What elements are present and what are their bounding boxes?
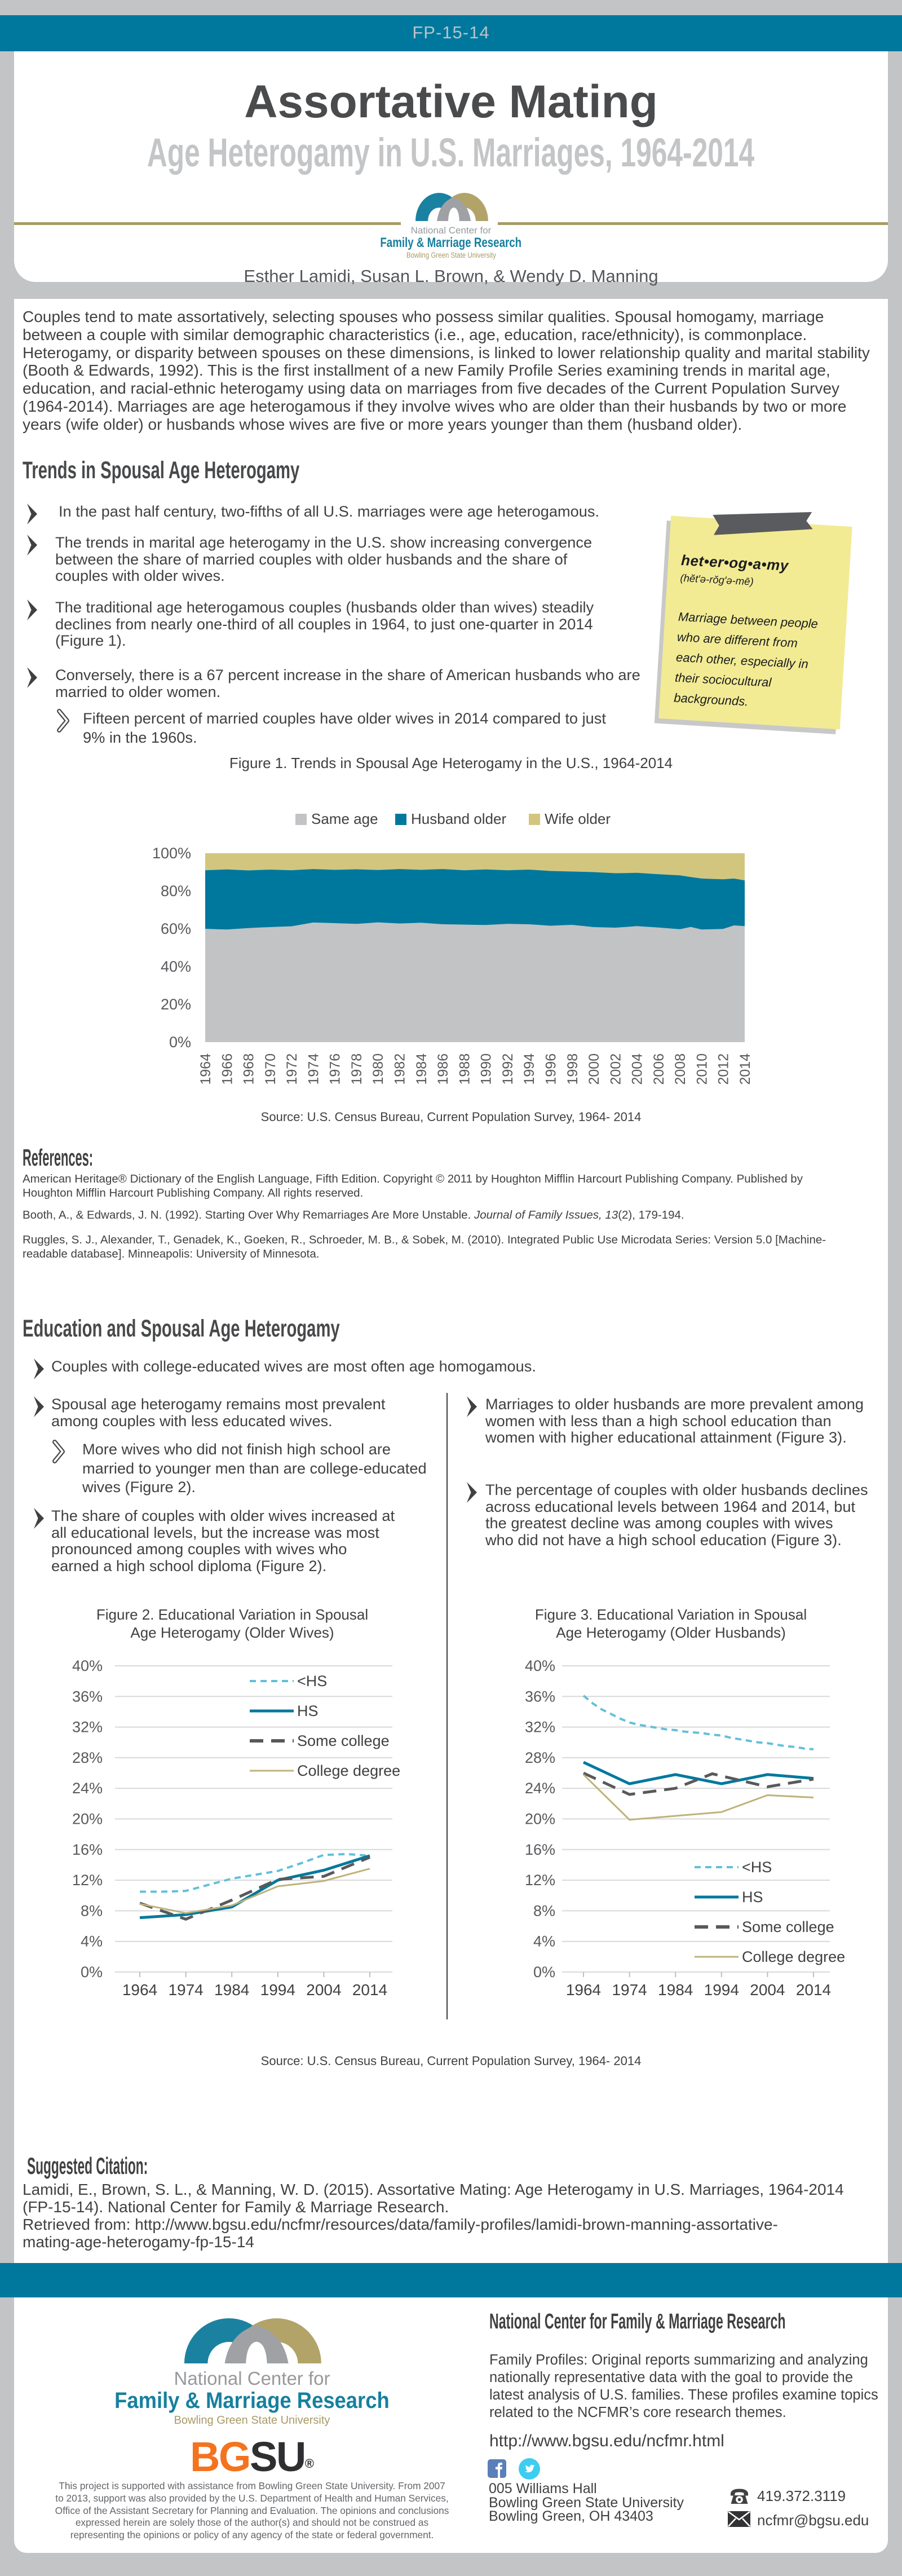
svg-text:12%: 12% <box>72 1872 103 1889</box>
svg-text:1996: 1996 <box>543 1053 559 1085</box>
svg-text:36%: 36% <box>72 1688 103 1705</box>
svg-text:4%: 4% <box>533 1933 555 1950</box>
svg-text:28%: 28% <box>72 1749 103 1766</box>
svg-text:60%: 60% <box>161 920 191 937</box>
svg-text:Some college: Some college <box>742 1918 834 1935</box>
svg-text:1974: 1974 <box>306 1053 321 1085</box>
svg-text:2004: 2004 <box>750 1981 785 1999</box>
svg-text:0%: 0% <box>533 1964 555 1980</box>
svg-text:2014: 2014 <box>737 1053 753 1085</box>
svg-text:16%: 16% <box>72 1841 103 1858</box>
svg-text:1976: 1976 <box>328 1053 343 1085</box>
svg-text:12%: 12% <box>525 1872 555 1889</box>
svg-text:Figure 3. Educational Variatio: Figure 3. Educational Variation in Spous… <box>535 1606 807 1623</box>
svg-text:2000: 2000 <box>586 1053 602 1085</box>
svg-text:8%: 8% <box>533 1902 555 1919</box>
svg-text:40%: 40% <box>72 1657 103 1674</box>
svg-text:1984: 1984 <box>414 1053 430 1085</box>
svg-text:Figure 1. Trends in Spousal Ag: Figure 1. Trends in Spousal Age Heteroga… <box>229 755 673 771</box>
svg-text:100%: 100% <box>152 845 191 862</box>
svg-text:1998: 1998 <box>565 1053 581 1085</box>
svg-text:2014: 2014 <box>796 1981 831 1999</box>
svg-text:1972: 1972 <box>284 1053 300 1085</box>
svg-text:1964: 1964 <box>566 1981 601 1999</box>
svg-text:20%: 20% <box>161 996 191 1013</box>
svg-text:Wife older: Wife older <box>545 810 611 827</box>
svg-text:1982: 1982 <box>392 1053 408 1085</box>
svg-text:28%: 28% <box>525 1749 555 1766</box>
svg-text:2008: 2008 <box>673 1053 688 1085</box>
svg-text:8%: 8% <box>81 1902 103 1919</box>
svg-text:1964: 1964 <box>122 1981 157 1999</box>
svg-text:HS: HS <box>742 1889 763 1905</box>
svg-text:Source: U.S. Census Bureau, Cu: Source: U.S. Census Bureau, Current Popu… <box>261 1110 642 1124</box>
svg-text:80%: 80% <box>161 883 191 899</box>
svg-text:College degree: College degree <box>742 1948 845 1965</box>
svg-text:1968: 1968 <box>241 1053 257 1085</box>
svg-text:16%: 16% <box>525 1841 555 1858</box>
svg-text:1970: 1970 <box>263 1053 278 1085</box>
svg-text:1992: 1992 <box>500 1053 516 1085</box>
svg-text:2012: 2012 <box>716 1053 732 1085</box>
svg-text:2004: 2004 <box>630 1053 645 1085</box>
svg-text:20%: 20% <box>525 1811 555 1828</box>
svg-text:36%: 36% <box>525 1688 555 1705</box>
svg-text:32%: 32% <box>525 1719 555 1736</box>
svg-text:1986: 1986 <box>435 1053 451 1085</box>
svg-text:1974: 1974 <box>612 1981 647 1999</box>
svg-text:1966: 1966 <box>219 1053 235 1085</box>
svg-text:College degree: College degree <box>297 1762 400 1779</box>
svg-text:24%: 24% <box>72 1780 103 1797</box>
svg-text:1964: 1964 <box>198 1053 214 1085</box>
svg-text:1978: 1978 <box>349 1053 365 1085</box>
svg-text:1980: 1980 <box>370 1053 386 1085</box>
svg-text:20%: 20% <box>72 1811 103 1828</box>
svg-text:Husband older: Husband older <box>411 810 506 827</box>
svg-text:1974: 1974 <box>168 1981 203 1999</box>
svg-text:32%: 32% <box>72 1719 103 1736</box>
svg-text:1994: 1994 <box>260 1981 295 1999</box>
svg-text:Some college: Some college <box>297 1732 390 1749</box>
svg-text:Same age: Same age <box>311 810 378 827</box>
svg-text:1984: 1984 <box>214 1981 249 1999</box>
svg-text:2014: 2014 <box>352 1981 387 1999</box>
svg-text:<HS: <HS <box>742 1859 772 1876</box>
svg-text:0%: 0% <box>169 1034 191 1051</box>
svg-text:HS: HS <box>297 1702 319 1719</box>
svg-text:1994: 1994 <box>704 1981 739 1999</box>
svg-text:Age Heterogamy (Older Husbands: Age Heterogamy (Older Husbands) <box>556 1624 786 1641</box>
svg-text:40%: 40% <box>161 958 191 975</box>
svg-text:1988: 1988 <box>457 1053 472 1085</box>
svg-text:2010: 2010 <box>694 1053 710 1085</box>
svg-text:Figure 2. Educational Variatio: Figure 2. Educational Variation in Spous… <box>96 1606 368 1623</box>
svg-text:2006: 2006 <box>651 1053 667 1085</box>
svg-text:2002: 2002 <box>608 1053 624 1085</box>
svg-text:<HS: <HS <box>297 1673 327 1690</box>
svg-text:Age Heterogamy (Older Wives): Age Heterogamy (Older Wives) <box>130 1624 334 1641</box>
svg-text:0%: 0% <box>81 1964 103 1980</box>
svg-text:1984: 1984 <box>658 1981 693 1999</box>
svg-text:40%: 40% <box>525 1657 555 1674</box>
svg-text:4%: 4% <box>81 1933 103 1950</box>
svg-text:1990: 1990 <box>479 1053 494 1085</box>
svg-text:24%: 24% <box>525 1780 555 1797</box>
svg-text:2004: 2004 <box>306 1981 341 1999</box>
svg-text:1994: 1994 <box>521 1053 537 1085</box>
